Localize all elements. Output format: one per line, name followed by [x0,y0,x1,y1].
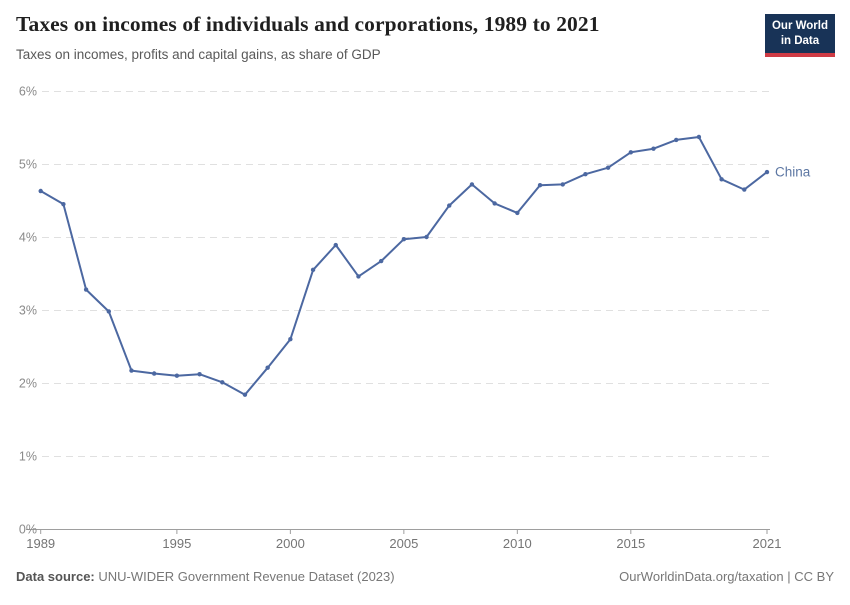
data-point-marker [220,380,225,385]
y-tick-label: 1% [19,450,37,464]
data-point-marker [674,137,679,143]
footer-right: OurWorldinData.org/taxation | CC BY [619,569,834,584]
y-tick-label: 5% [19,158,37,172]
data-point-marker [424,234,429,240]
data-point-marker [515,210,520,216]
data-point-marker [537,182,543,188]
owid-logo-line1: Our World [771,20,828,32]
data-point-marker [651,146,656,151]
data-point-marker [742,187,747,192]
data-point-marker [605,165,611,170]
y-tick-label: 4% [19,231,37,245]
owid-logo[interactable]: Our World in Data [764,14,835,57]
data-point-marker [719,177,724,182]
data-point-marker [242,392,248,397]
data-point-marker [469,182,475,187]
data-point-marker [61,201,66,207]
footer-separator: | [783,569,795,584]
chart-subtitle: Taxes on incomes, profits and capital ga… [16,46,381,62]
x-tick-label: 2021 [753,536,782,551]
data-source-label: Data source: [16,569,95,584]
x-tick-label: 2000 [276,536,305,551]
data-point-marker [583,172,588,177]
x-tick-label: 2010 [503,536,532,551]
chart-footer: Data source: UNU-WIDER Government Revenu… [16,569,834,584]
data-point-marker [106,309,111,314]
data-point-marker [83,287,89,292]
data-point-marker [310,267,316,273]
series-entity-label: China [775,165,811,180]
data-point-marker [696,134,702,140]
x-tick-label: 2005 [389,536,418,551]
data-source: Data source: UNU-WIDER Government Revenu… [16,569,395,584]
y-tick-label: 6% [19,85,37,99]
x-tick-label: 2015 [616,536,645,551]
data-point-marker [356,274,361,279]
data-point-marker [560,182,565,187]
data-point-marker [288,337,293,342]
y-tick-label: 3% [19,304,37,318]
data-point-marker [447,203,452,208]
data-point-marker [628,150,634,155]
y-tick-label: 2% [19,377,37,391]
data-point-marker [764,169,770,175]
data-point-marker [378,258,384,264]
data-point-marker [151,371,157,376]
series-line [39,136,768,396]
y-tick-label: 0% [19,523,37,537]
x-tick-label: 1989 [26,536,55,551]
data-point-marker [492,201,497,206]
footer-license[interactable]: CC BY [794,569,834,584]
data-point-marker [129,368,134,373]
data-point-marker [197,372,202,377]
x-tick-label: 1995 [162,536,191,551]
data-point-marker [265,365,270,370]
footer-link[interactable]: OurWorldinData.org/taxation [619,569,784,584]
chart-header: Taxes on incomes of individuals and corp… [16,12,750,62]
data-source-value: UNU-WIDER Government Revenue Dataset (20… [94,569,395,584]
data-point-marker [38,188,43,194]
data-point-marker [401,236,407,242]
data-point-marker [174,373,180,378]
page-title: Taxes on incomes of individuals and corp… [16,12,600,36]
data-point-marker [333,242,338,248]
owid-logo-line2: in Data [780,34,820,47]
